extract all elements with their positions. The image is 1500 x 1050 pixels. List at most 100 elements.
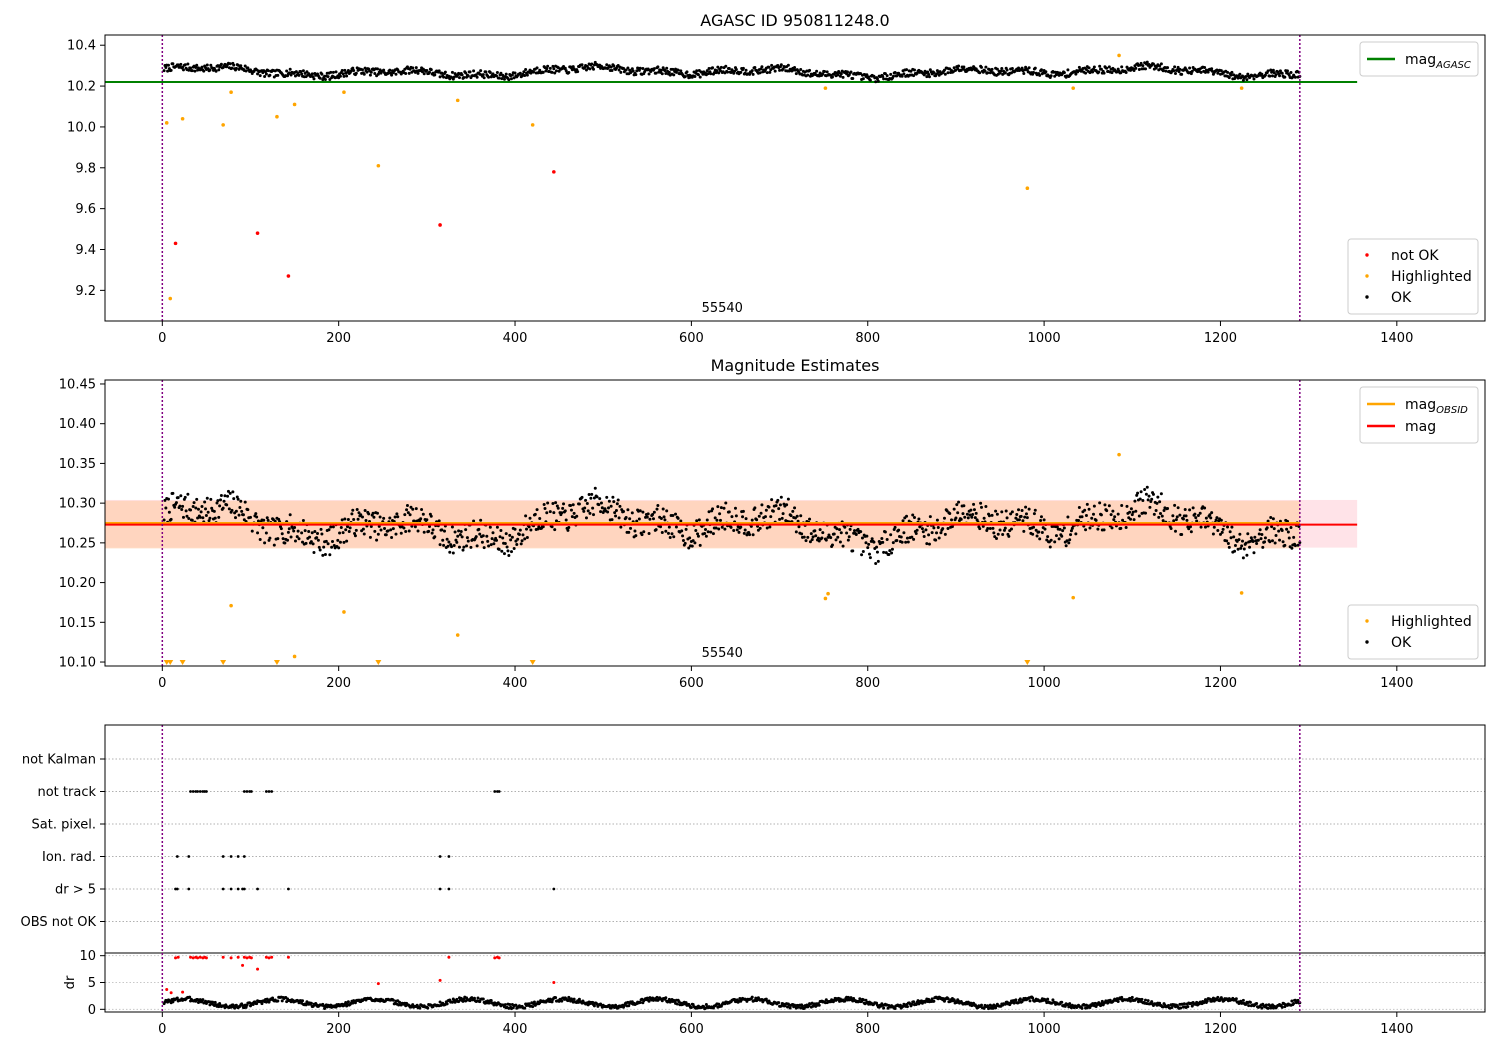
highlighted-point [342, 610, 346, 614]
ok-point [1289, 525, 1293, 529]
ok-point [905, 68, 909, 72]
ok-point [930, 531, 934, 535]
ok-point [1161, 519, 1165, 523]
ok-point [375, 67, 379, 71]
ok-point [760, 65, 764, 69]
ok-point [739, 525, 743, 529]
ok-point [1057, 537, 1061, 541]
ok-point [1092, 65, 1096, 69]
ok-point [995, 512, 999, 516]
y-tick-label: 0 [88, 1003, 96, 1018]
ok-point [652, 67, 656, 71]
ok-point [482, 546, 486, 550]
dr-flagged-point [229, 956, 233, 960]
ok-point [1096, 527, 1100, 531]
ok-point [524, 527, 528, 531]
ok-point [758, 526, 762, 530]
ok-point [529, 528, 533, 532]
ok-point [800, 532, 804, 536]
ok-point [322, 545, 326, 549]
highlighted-point [229, 90, 233, 94]
ok-point [885, 537, 889, 541]
ok-point [206, 510, 210, 514]
ok-point [1260, 72, 1264, 76]
y-tick-label: 10.40 [59, 417, 96, 432]
ok-point [872, 540, 876, 544]
ok-point [1219, 69, 1223, 73]
ok-point [1138, 497, 1142, 501]
ok-point [1040, 530, 1044, 534]
ok-point [1233, 549, 1237, 553]
ok-point [1037, 530, 1041, 534]
ok-point [881, 540, 885, 544]
ok-point [637, 517, 641, 521]
ok-point [480, 540, 484, 544]
ok-point [724, 64, 728, 68]
ok-point [1285, 69, 1289, 73]
ok-point [550, 525, 554, 529]
ok-point [569, 504, 573, 508]
ok-point [238, 505, 242, 509]
ok-point [1233, 544, 1237, 548]
ok-point [524, 514, 528, 518]
ok-point [607, 506, 611, 510]
highlighted-point [164, 121, 169, 125]
ok-point [847, 535, 851, 539]
ok-point [912, 74, 916, 78]
ok-point [647, 531, 651, 535]
ok-point [737, 530, 741, 534]
dr-point [627, 1004, 631, 1008]
ok-point [411, 66, 415, 70]
dr-flagged-point [267, 956, 271, 960]
flag-point [245, 790, 249, 793]
ok-point [592, 496, 596, 500]
ok-point [1245, 553, 1249, 557]
ok-point [943, 72, 947, 76]
ok-point [690, 544, 694, 548]
ok-point [860, 553, 864, 557]
ok-point [1290, 546, 1294, 550]
ok-point [1241, 78, 1245, 82]
ok-point [1157, 515, 1161, 519]
dr-point [1179, 1006, 1183, 1010]
ok-point [1199, 525, 1203, 529]
ok-point [183, 63, 187, 67]
ok-point [769, 515, 773, 519]
dr-point [171, 1000, 175, 1004]
ok-point [1229, 536, 1233, 540]
ok-point [1020, 66, 1024, 70]
ok-point [1260, 532, 1264, 536]
ok-point [707, 510, 711, 514]
dr-point [779, 1004, 783, 1008]
ok-point [166, 63, 170, 67]
ok-point [1132, 518, 1136, 522]
not-ok-point [286, 274, 291, 278]
ok-point [1098, 64, 1102, 68]
ok-point [647, 72, 651, 76]
ok-point [970, 515, 974, 519]
x-tick-label: 1000 [1028, 1022, 1061, 1037]
ok-point [1173, 503, 1177, 507]
ok-point [342, 74, 346, 78]
ok-point [665, 509, 669, 513]
ok-point [927, 75, 931, 79]
dr-point [1031, 996, 1035, 1000]
ok-point [491, 72, 495, 76]
ok-point [942, 68, 946, 72]
ok-point [1289, 71, 1293, 75]
flag-point [198, 790, 202, 793]
ok-point [1218, 532, 1222, 536]
ok-point [959, 517, 963, 521]
ok-point [1174, 518, 1178, 522]
ok-point [296, 529, 300, 533]
ok-point [1134, 66, 1138, 70]
ok-point [588, 511, 592, 515]
legend-marker-label: Highlighted [1391, 269, 1472, 285]
ok-point [304, 541, 308, 545]
dr-point [849, 996, 853, 1000]
ok-point [735, 528, 739, 532]
ok-point [626, 66, 630, 70]
ok-point [297, 73, 301, 77]
ok-point [711, 66, 715, 70]
